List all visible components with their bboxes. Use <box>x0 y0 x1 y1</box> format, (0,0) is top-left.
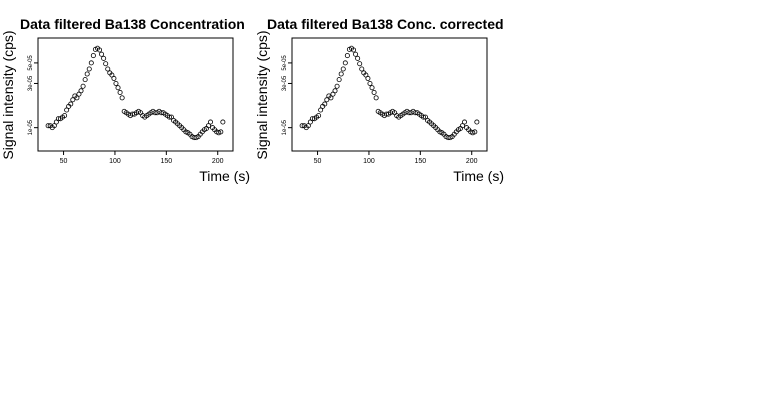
data-point <box>86 66 92 72</box>
data-point <box>357 61 363 67</box>
data-point <box>340 66 346 72</box>
data-point <box>97 47 103 53</box>
data-point <box>353 51 359 57</box>
data-point <box>115 85 121 91</box>
data-point <box>99 51 105 57</box>
data-point <box>220 119 226 125</box>
data-points <box>45 45 226 141</box>
data-point <box>316 113 322 119</box>
data-point <box>355 55 361 61</box>
data-point <box>344 53 350 59</box>
data-point <box>55 116 61 122</box>
data-point <box>371 89 377 95</box>
data-point <box>84 71 90 77</box>
data-point <box>367 80 373 86</box>
y-tick-label: 5e-05 <box>282 55 288 71</box>
data-point <box>365 75 371 81</box>
data-point <box>78 88 84 94</box>
data-point <box>205 123 211 129</box>
data-point <box>68 101 74 107</box>
data-point <box>359 66 365 72</box>
data-point <box>101 55 107 61</box>
data-point <box>459 123 465 129</box>
data-point <box>309 116 315 122</box>
x-tick-label: 100 <box>109 158 121 165</box>
data-point <box>166 114 172 120</box>
data-point <box>105 66 111 72</box>
data-point <box>474 119 480 125</box>
data-point <box>336 77 342 83</box>
y-ticks: 1e-05 3e-05 5e-05 <box>28 55 38 135</box>
data-point <box>305 123 311 129</box>
data-point <box>117 89 123 95</box>
y-ticks: 1e-05 3e-05 5e-05 <box>282 55 292 135</box>
x-tick-label: 200 <box>466 158 478 165</box>
x-ticks: 50 100 150 200 <box>314 151 478 165</box>
data-point <box>74 95 80 101</box>
x-tick-label: 200 <box>212 158 224 165</box>
chart-panel-corrected: Data filtered Ba138 Conc. corrected Sign… <box>254 16 504 184</box>
data-point <box>351 47 357 53</box>
y-tick-label: 3e-05 <box>28 75 34 91</box>
y-axis-label: Signal intensity (cps) <box>0 30 16 159</box>
chart-panel-concentration: Data filtered Ba138 Concentration Signal… <box>0 16 250 184</box>
data-point <box>208 119 214 125</box>
data-point <box>45 123 51 129</box>
data-point <box>342 60 348 66</box>
data-point <box>332 88 338 94</box>
data-point <box>111 75 117 81</box>
x-tick-label: 50 <box>314 158 322 165</box>
data-point <box>322 101 328 107</box>
x-axis-label: Time (s) <box>453 168 504 184</box>
x-ticks: 50 100 150 200 <box>60 151 224 165</box>
plot-frame <box>291 37 488 152</box>
data-point <box>80 83 86 89</box>
y-tick-label: 1e-05 <box>28 119 34 135</box>
data-point <box>218 129 224 135</box>
chart-title: Data filtered Ba138 Concentration <box>20 16 245 32</box>
data-point <box>318 107 324 113</box>
x-tick-label: 50 <box>60 158 68 165</box>
x-tick-label: 150 <box>414 158 426 165</box>
data-point <box>64 107 70 113</box>
data-point <box>113 80 119 86</box>
y-tick-label: 5e-05 <box>28 55 34 71</box>
data-point <box>338 71 344 77</box>
data-point <box>119 95 125 101</box>
data-point <box>369 85 375 91</box>
data-point <box>103 61 109 67</box>
plot-frame <box>37 37 234 152</box>
y-axis-label: Signal intensity (cps) <box>254 30 270 159</box>
data-points <box>299 45 480 141</box>
y-tick-label: 1e-05 <box>282 119 288 135</box>
data-point <box>472 129 478 135</box>
data-point <box>334 83 340 89</box>
chart-title: Data filtered Ba138 Conc. corrected <box>267 16 504 32</box>
data-point <box>88 60 94 66</box>
data-point <box>420 114 426 120</box>
data-point <box>51 123 57 129</box>
x-axis-label: Time (s) <box>199 168 250 184</box>
data-point <box>90 53 96 59</box>
data-point <box>299 123 305 129</box>
data-point <box>462 119 468 125</box>
x-tick-label: 150 <box>160 158 172 165</box>
data-point <box>328 95 334 101</box>
data-point <box>373 95 379 101</box>
data-point <box>62 113 68 119</box>
y-tick-label: 3e-05 <box>282 75 288 91</box>
data-point <box>82 77 88 83</box>
x-tick-label: 100 <box>363 158 375 165</box>
data-point <box>70 97 76 103</box>
data-point <box>324 97 330 103</box>
